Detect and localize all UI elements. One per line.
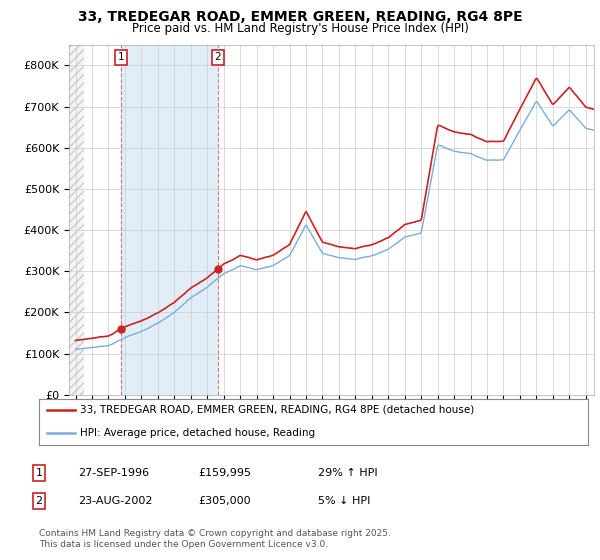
Text: 33, TREDEGAR ROAD, EMMER GREEN, READING, RG4 8PE (detached house): 33, TREDEGAR ROAD, EMMER GREEN, READING,… [80,405,475,415]
Text: 2: 2 [214,52,221,62]
Bar [121,45,218,395]
Bar [69,45,84,395]
Text: £305,000: £305,000 [198,496,251,506]
Text: 27-SEP-1996: 27-SEP-1996 [78,468,149,478]
Text: Price paid vs. HM Land Registry's House Price Index (HPI): Price paid vs. HM Land Registry's House … [131,22,469,35]
Text: HPI: Average price, detached house, Reading: HPI: Average price, detached house, Read… [80,428,316,438]
Text: 33, TREDEGAR ROAD, EMMER GREEN, READING, RG4 8PE: 33, TREDEGAR ROAD, EMMER GREEN, READING,… [77,10,523,24]
Text: 1: 1 [118,52,124,62]
Text: 23-AUG-2002: 23-AUG-2002 [78,496,152,506]
Text: 29% ↑ HPI: 29% ↑ HPI [318,468,377,478]
Text: Contains HM Land Registry data © Crown copyright and database right 2025.
This d: Contains HM Land Registry data © Crown c… [39,529,391,549]
Text: 5% ↓ HPI: 5% ↓ HPI [318,496,370,506]
Text: 2: 2 [35,496,43,506]
Text: 1: 1 [35,468,43,478]
Text: £159,995: £159,995 [198,468,251,478]
